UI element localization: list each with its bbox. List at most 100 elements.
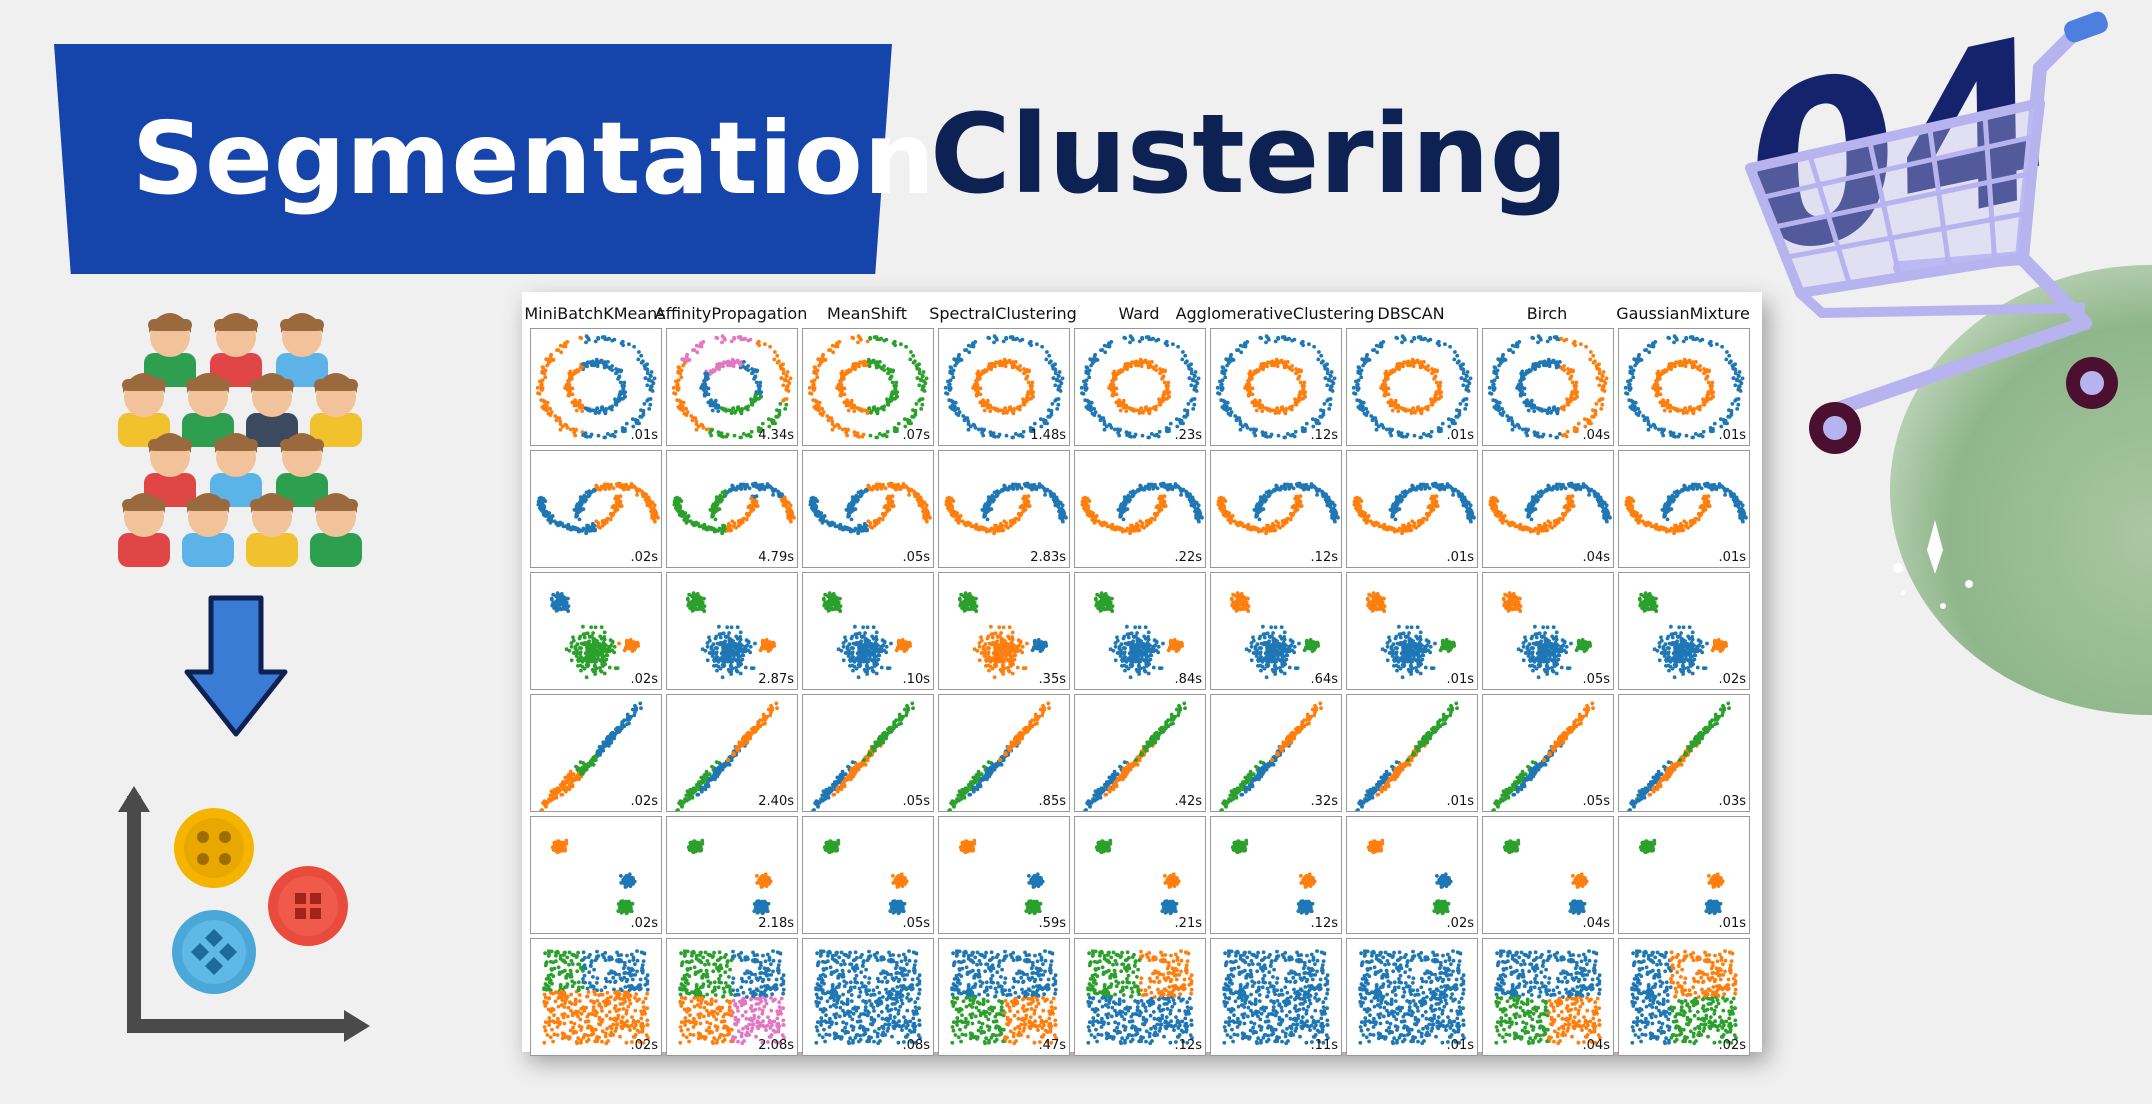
cluster-plot-cell: .01s — [1346, 572, 1478, 690]
runtime-label: .11s — [1310, 1038, 1338, 1053]
runtime-label: .01s — [630, 428, 658, 443]
runtime-label: .21s — [1174, 916, 1202, 931]
cluster-plot-cell: .47s — [938, 938, 1070, 1056]
cluster-plot-cell: .05s — [802, 450, 934, 568]
runtime-label: .01s — [1718, 428, 1746, 443]
runtime-label: .01s — [1718, 916, 1746, 931]
runtime-label: .35s — [1038, 672, 1066, 687]
slide-subtitle: Clustering — [930, 90, 1569, 218]
runtime-label: .07s — [902, 428, 930, 443]
cluster-plot-cell: .01s — [1618, 328, 1750, 446]
cluster-plot-cell: .59s — [938, 816, 1070, 934]
runtime-label: 2.87s — [758, 672, 794, 687]
cluster-plot-cell: .08s — [802, 938, 934, 1056]
runtime-label: .05s — [902, 794, 930, 809]
runtime-label: .04s — [1582, 550, 1610, 565]
slide-title: Segmentation — [132, 100, 936, 217]
runtime-label: .01s — [1446, 550, 1474, 565]
runtime-label: .01s — [1446, 1038, 1474, 1053]
cluster-plot-cell: .35s — [938, 572, 1070, 690]
runtime-label: 2.18s — [758, 916, 794, 931]
cluster-plot-cell: .10s — [802, 572, 934, 690]
cluster-plot-cell: .02s — [1618, 572, 1750, 690]
cluster-plot-cell: .01s — [1346, 694, 1478, 812]
runtime-label: .64s — [1310, 672, 1338, 687]
runtime-label: .02s — [1718, 672, 1746, 687]
cluster-plot-cell: .32s — [1210, 694, 1342, 812]
runtime-label: .02s — [1446, 916, 1474, 931]
runtime-label: .05s — [902, 916, 930, 931]
cluster-plot-cell: .01s — [1618, 450, 1750, 568]
runtime-label: .02s — [1718, 1038, 1746, 1053]
cluster-plot-cell: .85s — [938, 694, 1070, 812]
cluster-plot-cell: .23s — [1074, 328, 1206, 446]
cluster-plot-cell: .01s — [1346, 938, 1478, 1056]
runtime-label: .02s — [630, 550, 658, 565]
shopping-cart-icon — [1745, 11, 2118, 454]
runtime-label: .85s — [1038, 794, 1066, 809]
cluster-plot-cell: .05s — [1482, 694, 1614, 812]
cluster-plot-cell: .02s — [530, 572, 662, 690]
cluster-plot-cell: 2.18s — [666, 816, 798, 934]
runtime-label: .12s — [1174, 1038, 1202, 1053]
runtime-label: .12s — [1310, 428, 1338, 443]
cluster-plot-cell: .05s — [802, 694, 934, 812]
cluster-plot-cell: 2.40s — [666, 694, 798, 812]
sparkle-icon — [1893, 520, 1973, 609]
people-crowd-icon — [118, 313, 362, 567]
cluster-plot-cell: .05s — [802, 816, 934, 934]
cluster-plot-cell: .02s — [530, 816, 662, 934]
cluster-plot-cell: .07s — [802, 328, 934, 446]
cluster-plot-cell: .01s — [1346, 328, 1478, 446]
runtime-label: .01s — [1446, 794, 1474, 809]
cluster-plot-cell: .02s — [530, 938, 662, 1056]
cluster-plot-cell: 4.79s — [666, 450, 798, 568]
column-title: SpectralClustering — [929, 304, 1077, 323]
cluster-plot-cell: 2.83s — [938, 450, 1070, 568]
column-title: Birch — [1526, 304, 1568, 323]
runtime-label: .04s — [1582, 428, 1610, 443]
runtime-label: .59s — [1038, 916, 1066, 931]
cluster-plot-cell: .02s — [1618, 938, 1750, 1056]
cluster-plot-cell: .12s — [1210, 450, 1342, 568]
column-title: MeanShift — [827, 304, 907, 323]
cluster-plot-cell: .04s — [1482, 816, 1614, 934]
cluster-plot-cell: .04s — [1482, 328, 1614, 446]
cluster-plot-cell: .64s — [1210, 572, 1342, 690]
cluster-plot-cell: .04s — [1482, 938, 1614, 1056]
cluster-plot-cell: .12s — [1210, 328, 1342, 446]
cluster-plot-cell: .01s — [530, 328, 662, 446]
cluster-plot-cell: .03s — [1618, 694, 1750, 812]
column-title: AgglomerativeClustering — [1175, 304, 1375, 323]
runtime-label: .12s — [1310, 916, 1338, 931]
cluster-plot-cell: .84s — [1074, 572, 1206, 690]
runtime-label: 4.34s — [758, 428, 794, 443]
runtime-label: .05s — [1582, 672, 1610, 687]
runtime-label: 2.08s — [758, 1038, 794, 1053]
runtime-label: 2.40s — [758, 794, 794, 809]
runtime-label: .42s — [1174, 794, 1202, 809]
runtime-label: .23s — [1174, 428, 1202, 443]
column-title: MiniBatchKMeans — [524, 304, 666, 323]
cluster-plot-cell: .11s — [1210, 938, 1342, 1056]
cluster-plot-cell: .04s — [1482, 450, 1614, 568]
cluster-plot-cell: .01s — [1346, 450, 1478, 568]
column-title: AffinityPropagation — [654, 304, 808, 323]
runtime-label: .10s — [902, 672, 930, 687]
runtime-label: .22s — [1174, 550, 1202, 565]
cluster-plot-cell: .01s — [1618, 816, 1750, 934]
cluster-plot-cell: .22s — [1074, 450, 1206, 568]
runtime-label: .01s — [1718, 550, 1746, 565]
column-title: GaussianMixture — [1616, 304, 1750, 323]
runtime-label: .04s — [1582, 1038, 1610, 1053]
runtime-label: .02s — [630, 672, 658, 687]
runtime-label: 4.79s — [758, 550, 794, 565]
cluster-plot-cell: .42s — [1074, 694, 1206, 812]
runtime-label: .02s — [630, 794, 658, 809]
column-title: Ward — [1118, 304, 1160, 323]
down-arrow-icon — [184, 595, 288, 737]
runtime-label: .32s — [1310, 794, 1338, 809]
runtime-label: .12s — [1310, 550, 1338, 565]
cluster-plot-cell: .02s — [1346, 816, 1478, 934]
